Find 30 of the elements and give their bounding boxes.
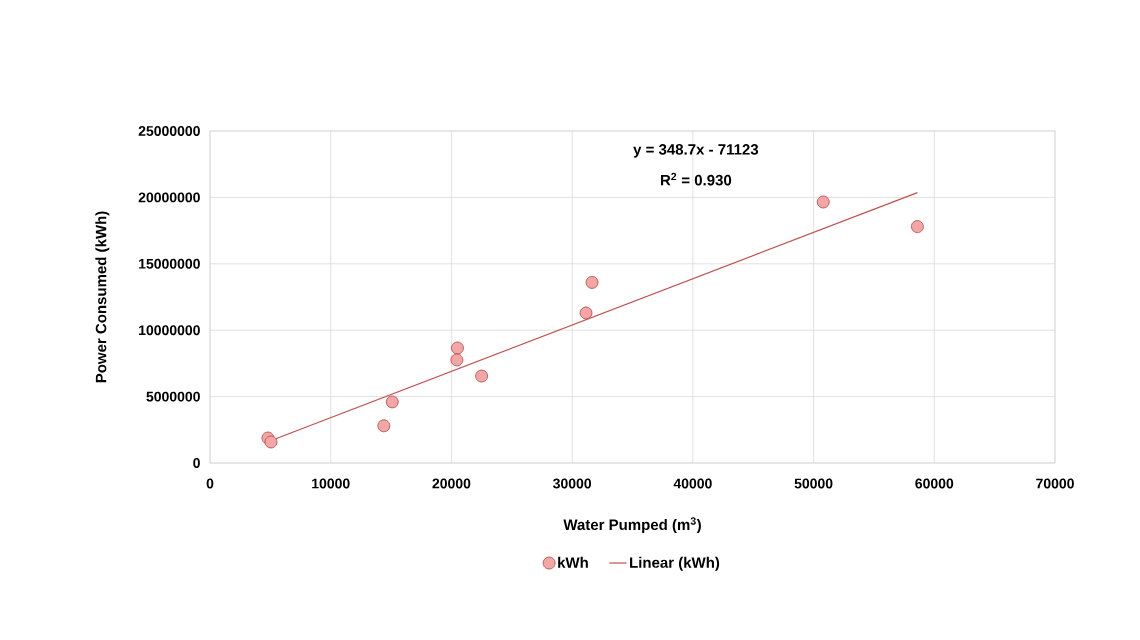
y-tick-label: 20000000 — [138, 192, 200, 203]
point — [475, 369, 489, 383]
point — [910, 220, 924, 234]
x-tick-label: 60000 — [915, 478, 954, 489]
legend-label: Linear (kWh) — [630, 556, 720, 571]
point — [377, 419, 391, 433]
annotation: R$^{2}$ = 0.930 — [660, 172, 732, 186]
y-tick-label: 0 — [193, 458, 200, 468]
y-tick-label: 5000000 — [146, 391, 200, 402]
point — [451, 341, 464, 355]
point — [579, 306, 593, 320]
x-tick-label: 0 — [206, 478, 214, 489]
legend-label: kWh — [558, 556, 588, 568]
point — [450, 353, 464, 367]
point — [816, 195, 830, 209]
point — [264, 435, 278, 449]
x-tick-label: 40000 — [673, 478, 712, 489]
x-tick-label: 50000 — [794, 478, 833, 489]
x-tick-label: 70000 — [1036, 478, 1074, 489]
y-tick-label: 25000000 — [138, 126, 200, 136]
y-axis-title: Power Consumed (kWh) — [95, 211, 110, 383]
x-tick-label: 30000 — [553, 478, 592, 489]
y-tick-label: 10000000 — [139, 325, 200, 336]
annotation: y = 348.7x - 71123 — [633, 144, 759, 158]
x-tick-label: 10000 — [312, 478, 350, 489]
x-tick-label: 20000 — [432, 478, 471, 489]
x-axis-title: Water Pumped (m$^{3}$) — [563, 517, 701, 533]
y-tick-label: 15000000 — [139, 258, 200, 269]
point — [385, 395, 399, 409]
point — [585, 275, 599, 289]
